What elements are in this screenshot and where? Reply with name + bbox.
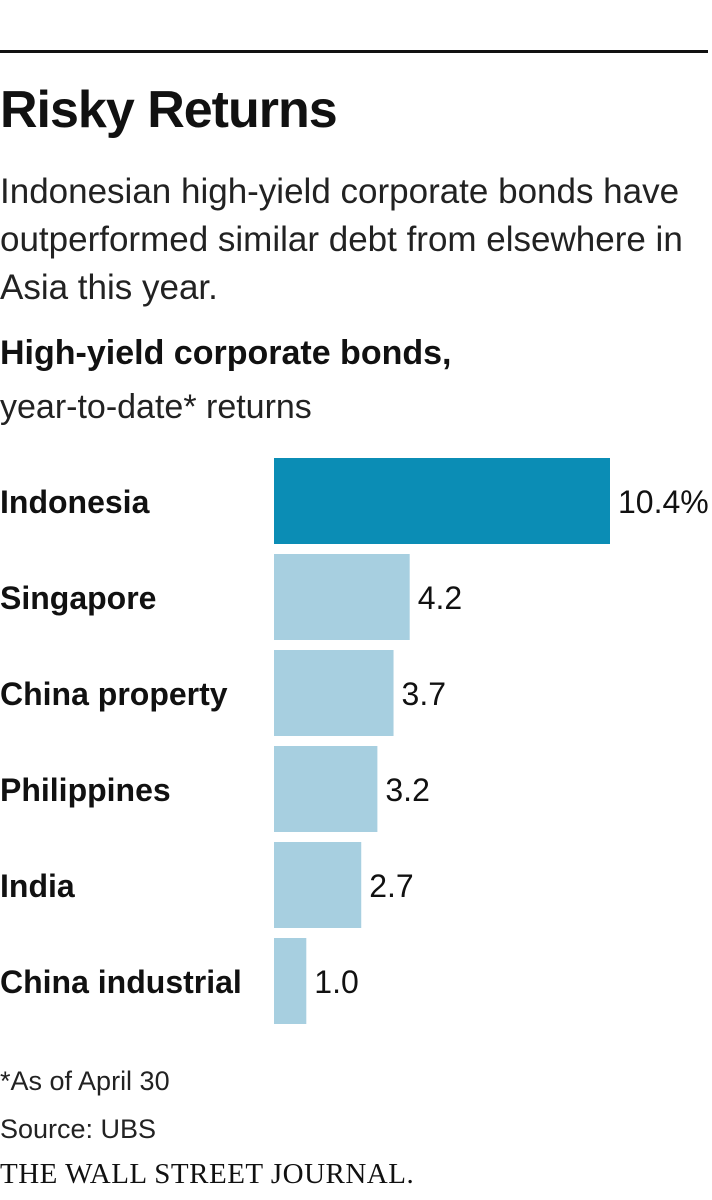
source-note: Source: UBS [0,1114,157,1144]
chart-subheading: year-to-date* returns [0,388,312,426]
value-label: 10.4% [618,484,709,520]
bar [274,554,410,640]
bar [274,746,378,832]
bar [274,650,394,736]
category-label: Philippines [0,772,171,808]
value-label: 3.2 [385,772,429,808]
value-label: 3.7 [402,676,446,712]
category-label: China industrial [0,964,242,1000]
bar [274,938,307,1024]
footnote: *As of April 30 [0,1066,170,1096]
value-label: 1.0 [314,964,358,1000]
bar-chart: Indonesia 10.4% Singapore 4.2 China property… [0,458,709,1024]
category-label: Singapore [0,580,156,616]
value-label: 2.7 [369,868,413,904]
value-label: 4.2 [418,580,462,616]
bar [274,458,610,544]
category-label: India [0,868,75,904]
chart-description: Indonesian high-yield corporate bonds ha… [0,172,683,307]
top-rule [0,50,708,53]
chart-title: Risky Returns [0,81,338,139]
bar [274,842,362,928]
publisher-logo: THE WALL STREET JOURNAL. [0,1158,415,1190]
chart-heading: High-yield corporate bonds, [0,334,452,372]
category-label: Indonesia [0,484,150,520]
category-label: China property [0,676,228,712]
